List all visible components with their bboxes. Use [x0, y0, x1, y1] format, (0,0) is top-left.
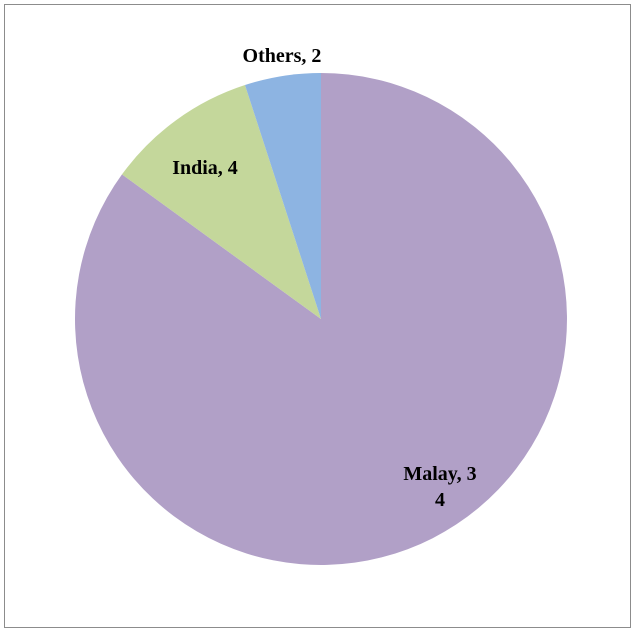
pie-slices — [74, 73, 567, 565]
pie-slice-others — [244, 73, 321, 319]
pie-labels: Malay, 3 4 India, 4 Others, 2 — [172, 45, 476, 511]
pie-slice-india — [121, 85, 321, 319]
data-label-others: Others, 2 — [243, 45, 322, 67]
pie-slice-malay — [74, 73, 567, 565]
data-label-india: India, 4 — [172, 157, 238, 179]
